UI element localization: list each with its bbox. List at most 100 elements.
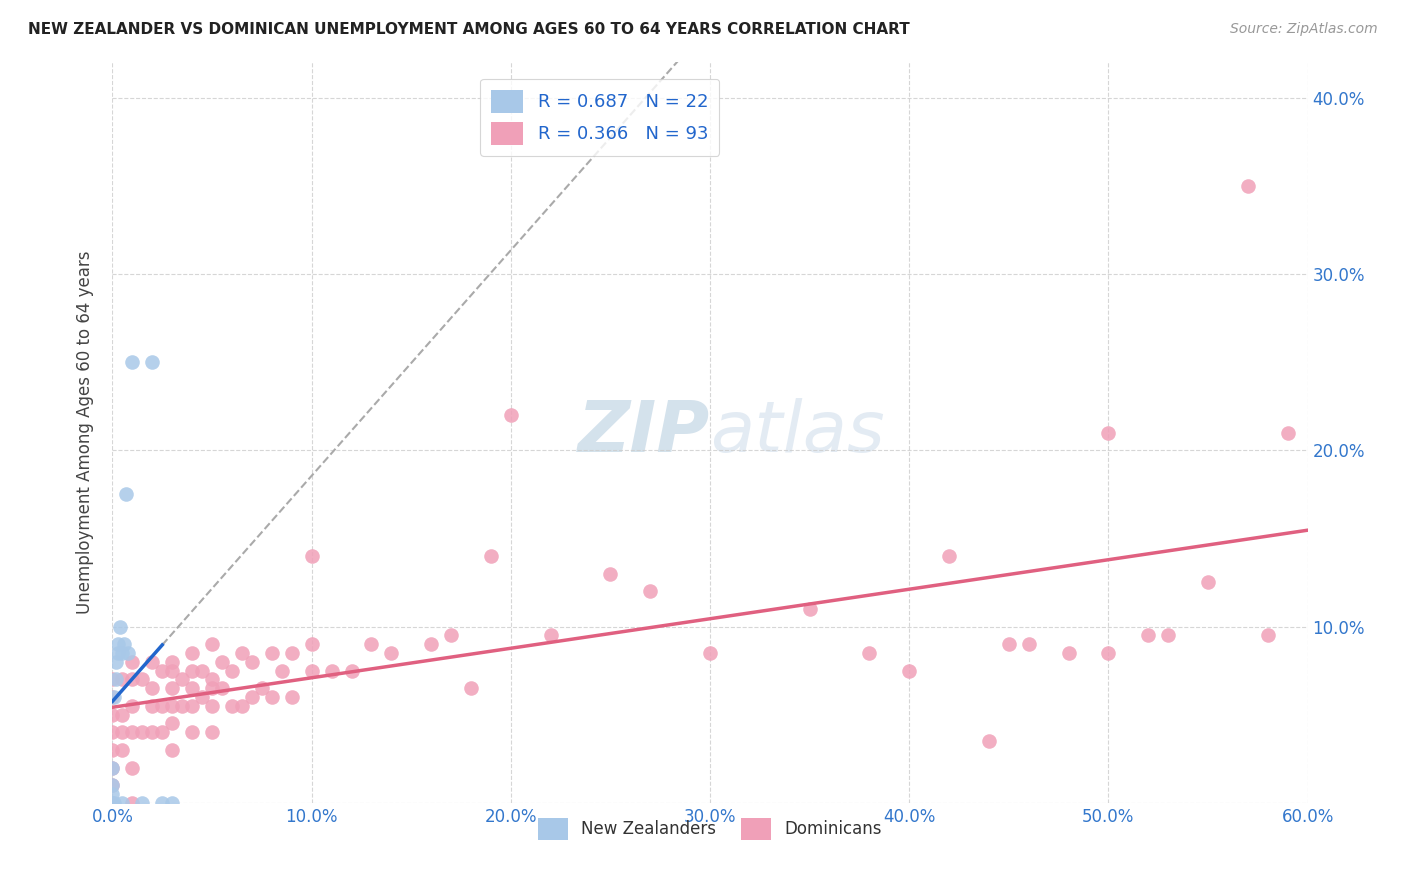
- Point: [301, 664, 323, 678]
- Point: [150, 698, 173, 713]
- Point: [111, 707, 134, 722]
- Point: [101, 690, 124, 704]
- Point: [221, 664, 243, 678]
- Point: [141, 698, 163, 713]
- Point: [301, 637, 323, 651]
- Point: [101, 796, 124, 810]
- Point: [110, 619, 132, 633]
- Point: [111, 646, 134, 660]
- Point: [640, 584, 662, 599]
- Point: [101, 760, 124, 774]
- Point: [181, 698, 204, 713]
- Text: NEW ZEALANDER VS DOMINICAN UNEMPLOYMENT AMONG AGES 60 TO 64 YEARS CORRELATION CH: NEW ZEALANDER VS DOMINICAN UNEMPLOYMENT …: [28, 22, 910, 37]
- Point: [121, 673, 143, 687]
- Point: [1237, 178, 1260, 193]
- Point: [114, 637, 135, 651]
- Point: [101, 760, 124, 774]
- Point: [211, 681, 233, 696]
- Point: [1197, 575, 1219, 590]
- Point: [270, 664, 292, 678]
- Point: [101, 787, 124, 801]
- Point: [938, 549, 960, 563]
- Point: [121, 725, 143, 739]
- Point: [191, 690, 214, 704]
- Point: [799, 602, 821, 616]
- Point: [172, 698, 194, 713]
- Point: [898, 664, 921, 678]
- Point: [201, 725, 224, 739]
- Point: [231, 698, 253, 713]
- Point: [107, 646, 129, 660]
- Point: [131, 673, 153, 687]
- Point: [101, 796, 124, 810]
- Point: [240, 690, 263, 704]
- Point: [440, 628, 463, 642]
- Point: [1137, 628, 1160, 642]
- Point: [479, 549, 502, 563]
- Point: [101, 778, 124, 792]
- Point: [121, 655, 143, 669]
- Point: [1057, 646, 1080, 660]
- Point: [1157, 628, 1180, 642]
- Point: [250, 681, 273, 696]
- Point: [162, 681, 183, 696]
- Point: [141, 655, 163, 669]
- Point: [1097, 646, 1119, 660]
- Point: [150, 664, 173, 678]
- Point: [240, 655, 263, 669]
- Point: [121, 698, 143, 713]
- Point: [105, 673, 128, 687]
- Point: [105, 655, 128, 669]
- Point: [101, 707, 124, 722]
- Point: [107, 637, 129, 651]
- Point: [121, 355, 143, 369]
- Point: [201, 681, 224, 696]
- Point: [499, 408, 522, 422]
- Point: [460, 681, 482, 696]
- Point: [141, 725, 163, 739]
- Point: [162, 796, 183, 810]
- Legend: New Zealanders, Dominicans: New Zealanders, Dominicans: [531, 812, 889, 847]
- Point: [201, 698, 224, 713]
- Point: [321, 664, 343, 678]
- Y-axis label: Unemployment Among Ages 60 to 64 years: Unemployment Among Ages 60 to 64 years: [76, 251, 94, 615]
- Point: [121, 796, 143, 810]
- Point: [380, 646, 402, 660]
- Point: [201, 673, 224, 687]
- Point: [141, 681, 163, 696]
- Text: ZIP: ZIP: [578, 398, 710, 467]
- Point: [181, 646, 204, 660]
- Point: [1277, 425, 1299, 440]
- Point: [340, 664, 363, 678]
- Point: [101, 743, 124, 757]
- Point: [103, 690, 125, 704]
- Point: [111, 743, 134, 757]
- Point: [131, 796, 153, 810]
- Point: [162, 664, 183, 678]
- Point: [201, 637, 224, 651]
- Point: [281, 690, 304, 704]
- Point: [260, 646, 283, 660]
- Point: [420, 637, 443, 651]
- Point: [1097, 425, 1119, 440]
- Point: [699, 646, 721, 660]
- Point: [231, 646, 253, 660]
- Point: [162, 716, 183, 731]
- Point: [101, 725, 124, 739]
- Point: [1018, 637, 1040, 651]
- Point: [858, 646, 880, 660]
- Point: [111, 725, 134, 739]
- Point: [150, 796, 173, 810]
- Point: [540, 628, 562, 642]
- Point: [181, 725, 204, 739]
- Point: [1257, 628, 1279, 642]
- Point: [221, 698, 243, 713]
- Point: [599, 566, 621, 581]
- Point: [260, 690, 283, 704]
- Point: [115, 487, 138, 501]
- Point: [977, 734, 1000, 748]
- Point: [121, 760, 143, 774]
- Point: [117, 646, 139, 660]
- Point: [998, 637, 1021, 651]
- Point: [131, 725, 153, 739]
